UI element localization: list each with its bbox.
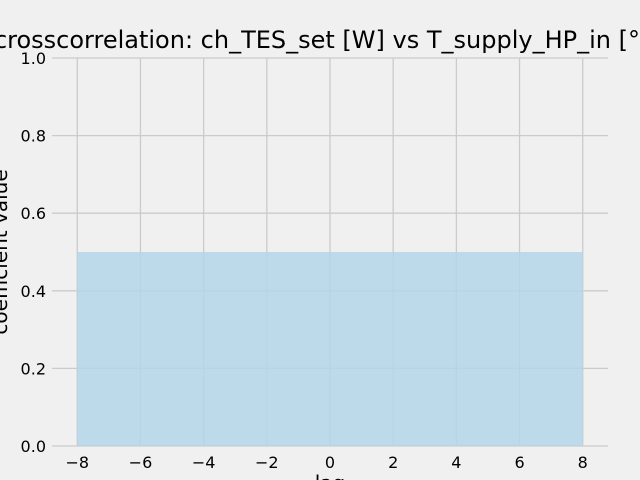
x-tick-label: −8 <box>65 453 89 472</box>
y-tick-label: 0.8 <box>21 127 46 146</box>
x-tick-label: −2 <box>255 453 279 472</box>
x-tick-label: 0 <box>325 453 335 472</box>
y-tick-label: 1.0 <box>21 49 46 68</box>
y-tick-label: 0.4 <box>21 282 46 301</box>
y-tick-label: 0.2 <box>21 359 46 378</box>
x-axis-label: lag <box>315 471 346 480</box>
tick-labels: −8 −6 −4 −2 0 2 4 6 8 0.0 0.2 0.4 0.6 0.8 1.0 <box>21 49 588 472</box>
y-tick-label: 0.6 <box>21 204 46 223</box>
x-tick-label: 4 <box>451 453 461 472</box>
plot-marks <box>77 252 583 446</box>
y-axis-label: coefficient value <box>0 169 12 334</box>
x-tick-label: −4 <box>192 453 216 472</box>
x-tick-label: −6 <box>129 453 153 472</box>
confidence-band <box>77 252 583 446</box>
x-tick-label: 2 <box>388 453 398 472</box>
x-tick-label: 8 <box>578 453 588 472</box>
chart-title: crosscorrelation: ch_TES_set [W] vs T_su… <box>0 26 640 54</box>
x-tick-label: 6 <box>514 453 524 472</box>
y-tick-label: 0.0 <box>21 437 46 456</box>
